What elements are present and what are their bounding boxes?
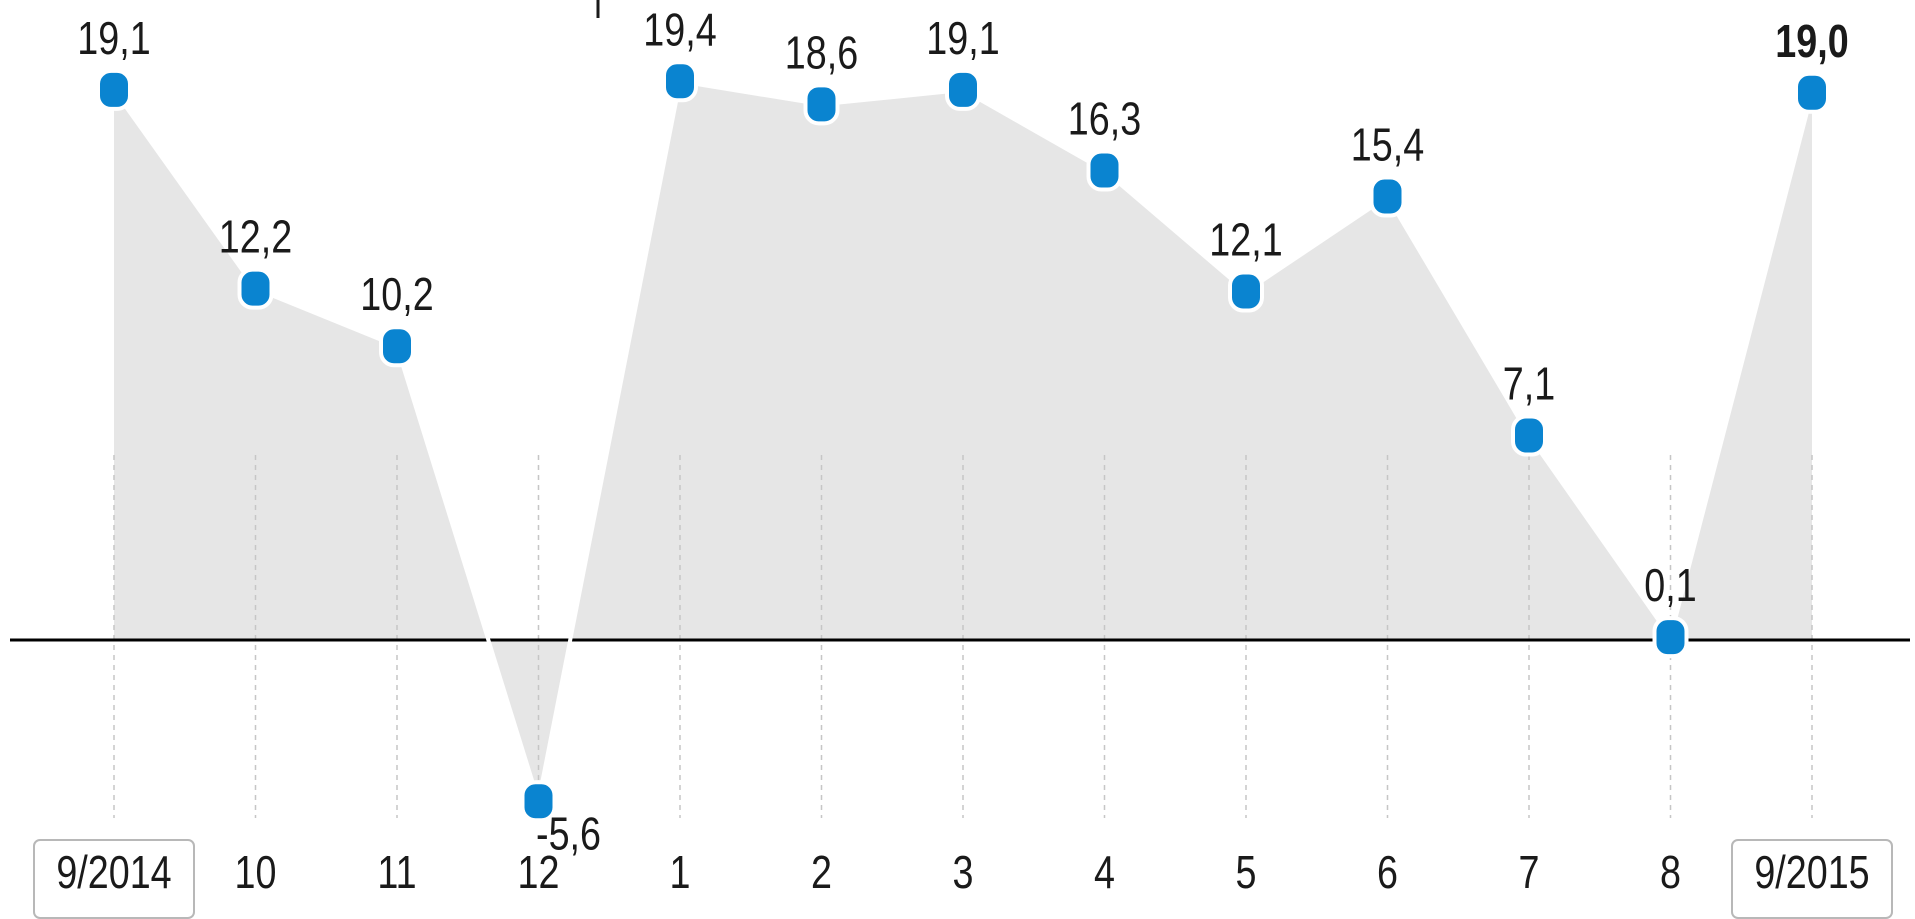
value-label: 19,0 [1775, 15, 1848, 66]
x-tick-label: 4 [1094, 846, 1115, 897]
data-point [1228, 270, 1264, 313]
data-point [945, 68, 981, 111]
tick-box [33, 839, 195, 919]
x-tick-label: 6 [1377, 846, 1398, 897]
value-label: 19,4 [643, 4, 716, 55]
value-label: 12,1 [1209, 214, 1282, 265]
area-layer [114, 81, 1812, 802]
tick-box [1731, 839, 1893, 919]
value-label: -5,6 [536, 808, 601, 859]
x-tick-label: 5 [1236, 846, 1257, 897]
data-point [1511, 414, 1547, 457]
value-label: 0,1 [1644, 560, 1696, 611]
value-label: 10,2 [360, 269, 433, 320]
x-tick-label: 1 [670, 846, 691, 897]
value-label: 19,1 [926, 12, 999, 63]
data-points [96, 60, 1830, 823]
data-point [96, 68, 132, 111]
x-tick-label: 12 [518, 846, 560, 897]
data-point [1794, 71, 1830, 114]
data-point [1086, 149, 1123, 192]
x-tick-label: 11 [377, 846, 416, 897]
x-tick-label: 2 [811, 846, 832, 897]
value-label: 18,6 [785, 27, 858, 78]
x-axis-ticks: 9/2014 10 11 12 1 2 3 4 5 6 7 8 9/2015 [33, 839, 1893, 919]
value-label: 7,1 [1503, 358, 1555, 409]
x-tick-label: 10 [235, 846, 277, 897]
drop-lines [113, 455, 1813, 818]
area-fill [114, 81, 1812, 802]
data-point [1652, 616, 1689, 659]
x-tick-label: 9/2015 [1754, 846, 1869, 897]
data-point [379, 325, 415, 368]
data-point [1369, 175, 1406, 218]
data-point [237, 267, 274, 310]
value-label: 16,3 [1068, 93, 1141, 144]
x-tick-label: 9/2014 [56, 846, 171, 897]
value-label: 19,1 [77, 12, 150, 63]
value-labels: 19,1 12,2 10,2 -5,6 19,4 18,6 19,1 16,3 12,1 15,4… [77, 4, 1848, 859]
x-tick-label: 8 [1660, 846, 1681, 897]
data-point [662, 60, 698, 103]
data-point [520, 780, 557, 823]
x-tick-label: 7 [1519, 846, 1540, 897]
data-point [803, 83, 840, 126]
x-tick-label: 3 [953, 846, 974, 897]
value-label: 12,2 [219, 211, 292, 262]
value-label: 15,4 [1351, 119, 1424, 170]
